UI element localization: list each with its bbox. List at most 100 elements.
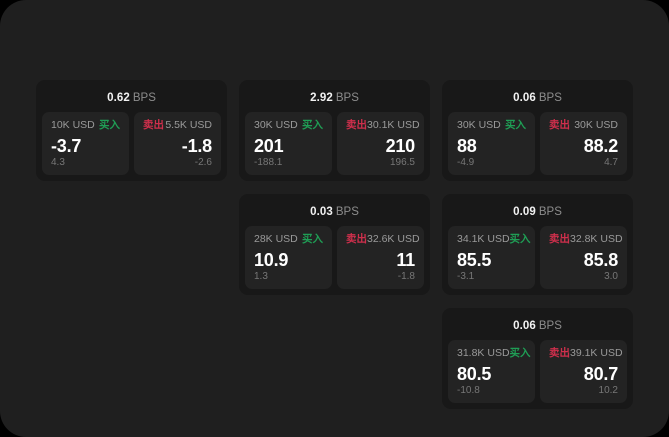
buy-side[interactable]: 31.8K USD 买入 80.5 -10.8	[448, 340, 535, 403]
bps-unit-label: BPS	[335, 206, 359, 218]
buy-delta: -4.9	[457, 157, 475, 168]
buy-action-label[interactable]: 买入	[505, 119, 526, 131]
quote-card[interactable]: 0.06 BPS 30K USD 买入 88 -4.9 卖出 30K USD 88.2 4.7	[442, 80, 633, 181]
buy-size-label: 30K USD	[457, 119, 501, 131]
sell-action-label[interactable]: 卖出	[346, 119, 367, 131]
bps-unit-label: BPS	[335, 92, 359, 104]
bps-value: 0.06	[513, 92, 536, 104]
buy-side-header: 10K USD 买入	[51, 120, 120, 131]
sell-side-header: 卖出 30.1K USD	[346, 119, 420, 131]
buy-side[interactable]: 30K USD 买入 88 -4.9	[448, 112, 535, 175]
sell-side-header: 卖出 39.1K USD	[549, 347, 623, 359]
buy-size-label: 28K USD	[254, 233, 298, 245]
sell-side[interactable]: 卖出 5.5K USD -1.8 -2.6	[134, 112, 221, 175]
card-header: 0.62 BPS	[42, 87, 221, 112]
sell-delta: 10.2	[598, 385, 618, 396]
quote-card[interactable]: 0.03 BPS 28K USD 买入 10.9 1.3 卖出 32.6K USD 11 -1.8	[239, 194, 430, 295]
buy-price: 88	[457, 135, 477, 156]
quote-card[interactable]: 0.62 BPS 10K USD 买入 -3.7 4.3 卖出 5.5K USD -1.8 -2.…	[36, 80, 227, 181]
sell-action-label[interactable]: 卖出	[549, 119, 570, 131]
buy-action-label[interactable]: 买入	[509, 347, 531, 359]
sell-size-label: 30K USD	[574, 119, 618, 131]
quote-card[interactable]: 2.92 BPS 30K USD 买入 201 -188.1 卖出 30.1K USD 210 1…	[239, 80, 430, 181]
sell-action-label[interactable]: 卖出	[549, 347, 570, 359]
sell-side[interactable]: 卖出 39.1K USD 80.7 10.2	[540, 340, 627, 403]
card-sides: 30K USD 买入 201 -188.1 卖出 30.1K USD 210 196.5	[245, 112, 424, 175]
bps-value: 0.03	[310, 206, 333, 218]
card-header: 0.06 BPS	[448, 315, 627, 340]
buy-delta: -3.1	[457, 271, 475, 282]
sell-action-label[interactable]: 卖出	[346, 233, 367, 245]
card-header: 0.09 BPS	[448, 201, 627, 226]
quote-column: 0.62 BPS 10K USD 买入 -3.7 4.3 卖出 5.5K USD -1.8 -2.…	[36, 80, 227, 181]
buy-action-label[interactable]: 买入	[99, 119, 120, 131]
sell-side[interactable]: 卖出 32.8K USD 85.8 3.0	[540, 226, 627, 289]
sell-delta: 3.0	[604, 271, 618, 282]
card-sides: 30K USD 买入 88 -4.9 卖出 30K USD 88.2 4.7	[448, 112, 627, 175]
sell-price: -1.8	[181, 135, 212, 156]
sell-side[interactable]: 卖出 30.1K USD 210 196.5	[337, 112, 424, 175]
buy-size-label: 30K USD	[254, 119, 298, 131]
buy-side-header: 30K USD 买入	[457, 120, 526, 131]
bps-value: 2.92	[310, 92, 333, 104]
card-sides: 34.1K USD 买入 85.5 -3.1 卖出 32.8K USD 85.8 3.0	[448, 226, 627, 289]
buy-side[interactable]: 34.1K USD 买入 85.5 -3.1	[448, 226, 535, 289]
sell-action-label[interactable]: 卖出	[549, 233, 570, 245]
quote-card[interactable]: 0.06 BPS 31.8K USD 买入 80.5 -10.8 卖出 39.1K USD 80…	[442, 308, 633, 409]
card-header: 0.03 BPS	[245, 201, 424, 226]
sell-price: 88.2	[583, 135, 618, 156]
sell-delta: 196.5	[389, 157, 415, 168]
buy-side-header: 34.1K USD 买入	[457, 233, 531, 245]
sell-delta: 4.7	[604, 157, 618, 168]
sell-side[interactable]: 卖出 30K USD 88.2 4.7	[540, 112, 627, 175]
quote-card[interactable]: 0.09 BPS 34.1K USD 买入 85.5 -3.1 卖出 32.8K USD 85.…	[442, 194, 633, 295]
sell-delta: -1.8	[397, 271, 415, 282]
buy-size-label: 31.8K USD	[457, 347, 510, 359]
sell-size-label: 5.5K USD	[165, 119, 212, 131]
bps-unit-label: BPS	[538, 206, 562, 218]
bps-unit-label: BPS	[538, 320, 562, 332]
buy-delta: 1.3	[254, 271, 268, 282]
card-header: 2.92 BPS	[245, 87, 424, 112]
buy-price: 85.5	[457, 249, 492, 270]
card-header: 0.06 BPS	[448, 87, 627, 112]
buy-side-header: 30K USD 买入	[254, 120, 323, 131]
buy-side-header: 28K USD 买入	[254, 234, 323, 245]
buy-size-label: 34.1K USD	[457, 233, 510, 245]
buy-delta: -10.8	[457, 385, 480, 396]
buy-side[interactable]: 10K USD 买入 -3.7 4.3	[42, 112, 129, 175]
sell-size-label: 30.1K USD	[367, 119, 420, 131]
sell-price: 11	[396, 249, 415, 270]
sell-size-label: 39.1K USD	[570, 347, 623, 359]
quote-board: 0.62 BPS 10K USD 买入 -3.7 4.3 卖出 5.5K USD -1.8 -2.…	[36, 80, 633, 409]
card-sides: 10K USD 买入 -3.7 4.3 卖出 5.5K USD -1.8 -2.6	[42, 112, 221, 175]
buy-side[interactable]: 30K USD 买入 201 -188.1	[245, 112, 332, 175]
buy-action-label[interactable]: 买入	[302, 119, 323, 131]
buy-side-header: 31.8K USD 买入	[457, 347, 531, 359]
buy-price: 10.9	[254, 249, 289, 270]
bps-value: 0.62	[107, 92, 130, 104]
bps-value: 0.06	[513, 320, 536, 332]
sell-price: 85.8	[583, 249, 618, 270]
sell-delta: -2.6	[194, 157, 212, 168]
bps-unit-label: BPS	[538, 92, 562, 104]
sell-side-header: 卖出 30K USD	[549, 120, 618, 131]
buy-size-label: 10K USD	[51, 119, 95, 131]
sell-side-header: 卖出 32.8K USD	[549, 233, 623, 245]
card-sides: 31.8K USD 买入 80.5 -10.8 卖出 39.1K USD 80.7 10.2	[448, 340, 627, 403]
sell-side-header: 卖出 32.6K USD	[346, 233, 420, 245]
bps-value: 0.09	[513, 206, 536, 218]
bps-unit-label: BPS	[132, 92, 156, 104]
buy-side[interactable]: 28K USD 买入 10.9 1.3	[245, 226, 332, 289]
quote-column: 0.06 BPS 30K USD 买入 88 -4.9 卖出 30K USD 88.2 4.7 0.…	[442, 80, 633, 409]
sell-price: 210	[385, 135, 416, 156]
sell-size-label: 32.6K USD	[367, 233, 420, 245]
buy-delta: 4.3	[51, 157, 65, 168]
sell-side-header: 卖出 5.5K USD	[143, 120, 212, 131]
buy-action-label[interactable]: 买入	[302, 233, 323, 245]
buy-action-label[interactable]: 买入	[509, 233, 531, 245]
sell-action-label[interactable]: 卖出	[143, 119, 164, 131]
sell-size-label: 32.8K USD	[570, 233, 623, 245]
sell-side[interactable]: 卖出 32.6K USD 11 -1.8	[337, 226, 424, 289]
